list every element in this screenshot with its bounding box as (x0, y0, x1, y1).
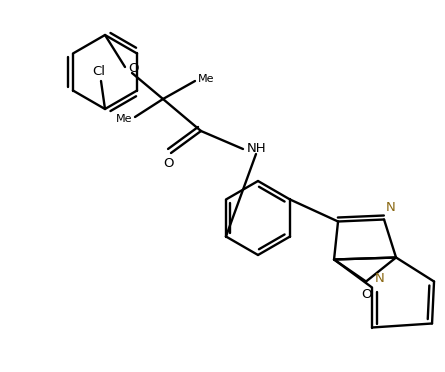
Text: Me: Me (198, 74, 214, 84)
Text: NH: NH (247, 142, 267, 155)
Text: O: O (361, 289, 371, 301)
Text: N: N (386, 202, 396, 215)
Text: O: O (128, 61, 138, 74)
Text: Cl: Cl (93, 65, 105, 78)
Text: Me: Me (116, 114, 132, 124)
Text: N: N (375, 272, 385, 285)
Text: O: O (163, 157, 173, 170)
